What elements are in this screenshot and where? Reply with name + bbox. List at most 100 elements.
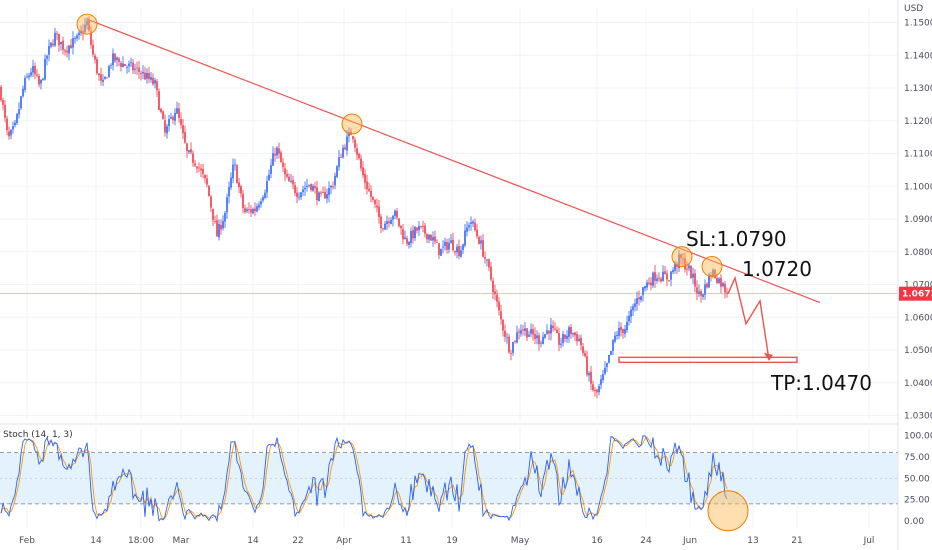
price-tick-label: 1.03000 — [904, 412, 932, 422]
candle-body — [48, 45, 50, 55]
candle-body — [96, 59, 98, 74]
time-tick-label: 14 — [247, 536, 259, 546]
candle-body — [88, 19, 90, 31]
candle-body — [232, 164, 234, 179]
candle-body — [434, 236, 436, 242]
candle-body — [296, 192, 298, 197]
candle-body — [490, 266, 492, 280]
candle-body — [240, 186, 242, 194]
candle-body — [544, 334, 546, 338]
candle-body — [680, 254, 682, 259]
currency-label: USD — [904, 4, 923, 14]
candle-body — [60, 41, 62, 45]
candle-body — [432, 237, 434, 241]
candle-body — [0, 86, 2, 101]
touch-point-highlight — [701, 255, 723, 277]
candle-body — [172, 116, 174, 121]
candle-body — [594, 389, 596, 391]
candle-body — [66, 50, 68, 53]
candle-body — [164, 120, 166, 133]
candle-body — [398, 218, 400, 226]
candle-body — [608, 354, 610, 363]
candle-body — [606, 363, 608, 367]
candle-body — [628, 315, 630, 322]
candle-body — [204, 174, 206, 179]
candle-body — [174, 112, 176, 121]
candle-body — [72, 38, 74, 48]
candle-body — [184, 132, 186, 143]
price-tick-label: 1.06000 — [904, 313, 932, 323]
time-tick-label: May — [511, 536, 530, 546]
candle-body — [246, 209, 248, 212]
candle-body — [286, 173, 288, 177]
candle-body — [694, 273, 696, 287]
candle-body — [56, 33, 58, 35]
candle-body — [6, 118, 8, 131]
candle-body — [290, 180, 292, 182]
candle-body — [506, 337, 508, 339]
candle-body — [336, 166, 338, 177]
candle-body — [406, 238, 408, 244]
candle-body — [552, 325, 554, 328]
candle-body — [452, 239, 454, 251]
candle-body — [202, 168, 204, 174]
candle-body — [518, 331, 520, 333]
candle-body — [98, 73, 100, 76]
candle-body — [248, 209, 250, 210]
candle-body — [196, 166, 198, 169]
candle-body — [678, 254, 680, 269]
candle-body — [24, 77, 26, 90]
candle-body — [358, 153, 360, 159]
candle-body — [154, 80, 156, 84]
candle-body — [656, 278, 658, 281]
stoch-overbought-oversold-band — [0, 452, 898, 504]
candle-body — [360, 158, 362, 169]
candle-body — [32, 66, 34, 73]
candle-body — [572, 333, 574, 335]
candle-body — [494, 291, 496, 295]
candle-body — [418, 226, 420, 231]
candle-body — [588, 372, 590, 376]
candle-body — [34, 66, 36, 75]
candle-body — [484, 257, 486, 259]
candle-body — [446, 242, 448, 250]
candle-body — [354, 139, 356, 148]
candle-body — [222, 221, 224, 229]
candle-body — [414, 227, 416, 239]
candle-body — [332, 186, 334, 188]
time-tick-label: 22 — [292, 536, 303, 546]
candle-body — [512, 342, 514, 353]
price-tick-label: 1.11000 — [904, 150, 932, 160]
price-tick-label: 1.13000 — [904, 84, 932, 94]
candle-body — [654, 272, 656, 281]
candle-body — [100, 74, 102, 81]
candle-body — [450, 240, 452, 244]
candle-body — [126, 66, 128, 68]
candle-body — [166, 126, 168, 134]
price-grid — [0, 8, 898, 420]
candle-body — [114, 53, 116, 62]
touch-point-highlight — [671, 246, 693, 268]
time-tick-label: 21 — [791, 536, 802, 546]
candle-body — [20, 96, 22, 109]
candle-body — [86, 20, 88, 26]
candle-body — [604, 367, 606, 374]
price-tick-label: 1.14000 — [904, 51, 932, 61]
candle-body — [590, 371, 592, 384]
stoch-d-line — [0, 436, 728, 521]
candle-body — [444, 241, 446, 246]
candle-body — [410, 231, 412, 243]
candle-body — [228, 186, 230, 197]
time-tick-label: 18:00 — [128, 536, 154, 546]
candle-body — [492, 280, 494, 293]
candle-body — [726, 292, 728, 294]
candle-body — [10, 129, 12, 136]
candle-body — [652, 272, 654, 286]
candle-body — [90, 31, 92, 45]
candle-body — [430, 234, 432, 241]
candle-body — [8, 131, 10, 137]
candle-body — [284, 168, 286, 175]
price-tick-label: 1.08000 — [904, 248, 932, 258]
candle-body — [576, 334, 578, 342]
